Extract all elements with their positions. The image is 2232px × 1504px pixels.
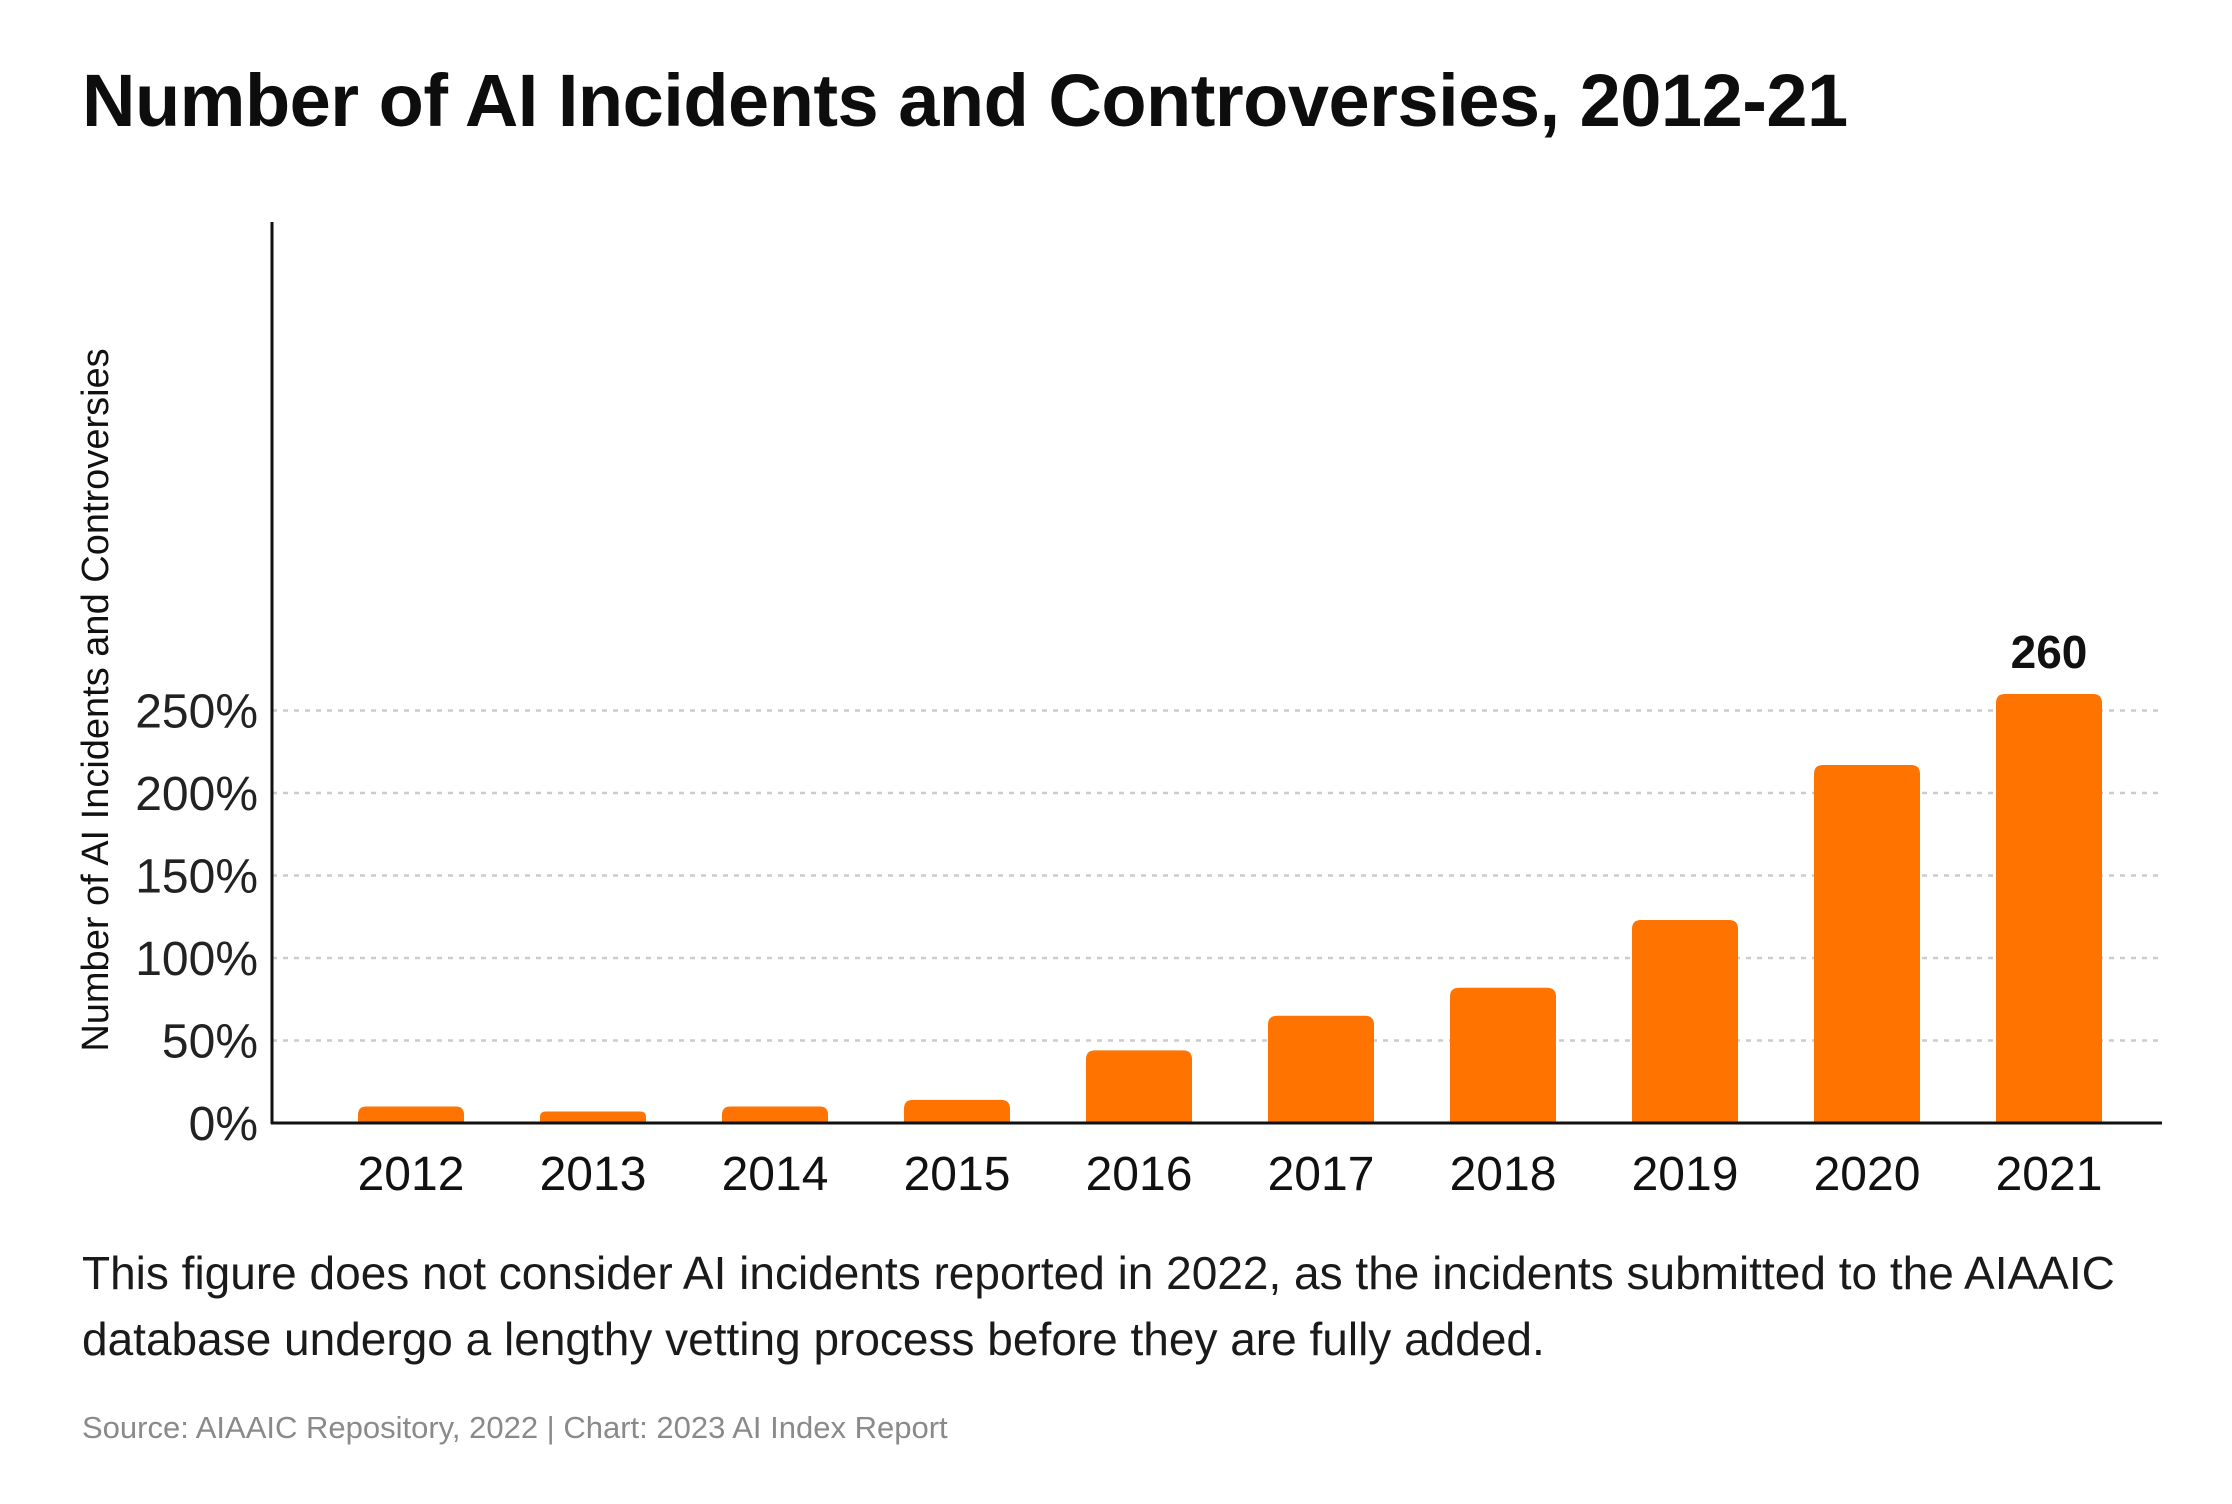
y-tick-label: 150% [135,851,258,904]
y-tick-label: 250% [135,686,258,739]
x-tick-label: 2018 [1450,1148,1557,1201]
chart-title: Number of AI Incidents and Controversies… [82,59,1848,142]
bar-2013 [540,1111,646,1123]
bar-2014 [722,1106,828,1123]
y-tick-label: 50% [162,1016,258,1069]
bar-2019 [1632,920,1738,1123]
figure-note: This figure does not consider AI inciden… [82,1247,2115,1365]
bar-2021 [1996,694,2102,1123]
x-tick-label: 2012 [358,1148,465,1201]
y-tick-label: 100% [135,933,258,986]
bar-2017 [1268,1015,1374,1123]
y-tick-label: 0% [189,1098,258,1151]
bar-2018 [1450,987,1556,1123]
x-tick-label: 2017 [1268,1148,1375,1201]
bar-chart: 0%50%100%150%200%250% 2012 2013 2014 2015 20… [75,222,2162,1201]
bars [358,694,2102,1123]
x-tick-label: 2021 [1996,1148,2103,1201]
bar-2015 [904,1099,1010,1123]
x-tick-label: 2020 [1814,1148,1921,1201]
x-tick-label: 2013 [540,1148,647,1201]
x-tick-label: 2016 [1086,1148,1193,1201]
x-tick-label: 2014 [722,1148,829,1201]
y-axis-title: Number of AI Incidents and Controversies [75,348,117,1051]
x-tick-labels: 2012 2013 2014 2015 2016 2017 2018 2019 2020 2021 [358,1148,2103,1201]
data-labels: 260 [2011,626,2088,678]
bar-2012 [358,1106,464,1123]
y-tick-label: 200% [135,768,258,821]
source-line: Source: AIAAIC Repository, 2022 | Chart:… [82,1410,948,1445]
x-tick-label: 2019 [1632,1148,1739,1201]
bar-2016 [1086,1050,1192,1123]
y-tick-labels: 0% 50% 100% 150% 200% 250% [135,686,258,1152]
data-label: 260 [2011,626,2088,678]
axes [270,222,2162,1125]
bar-2020 [1814,764,1920,1123]
x-tick-label: 2015 [904,1148,1011,1201]
